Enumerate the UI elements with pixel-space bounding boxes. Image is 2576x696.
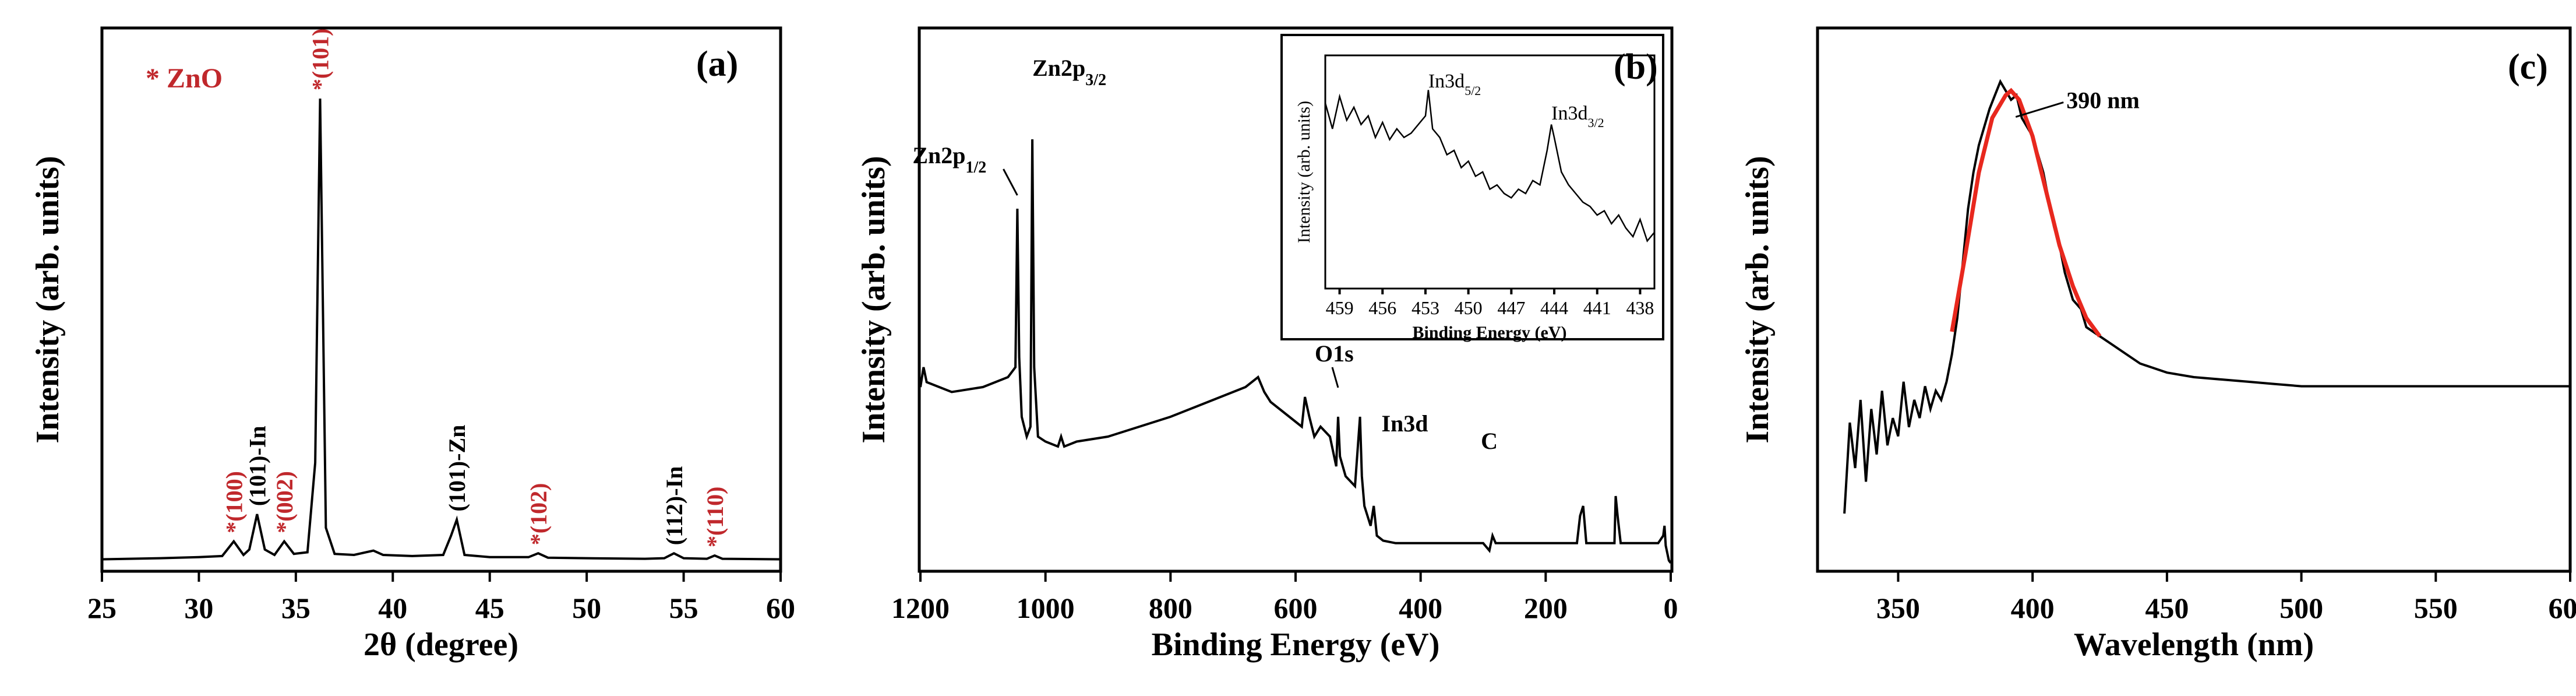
panel-c-y-axis-label: Intensity (arb. units) — [1739, 156, 1776, 443]
panel-a-peak-label-1: (101)-In — [244, 426, 270, 506]
panel-c-x-ticks — [1897, 571, 2571, 582]
panel-b-arrow-zn2p12 — [1003, 168, 1018, 196]
panel-b-letter: (b) — [1614, 47, 1658, 87]
panel-b-peak-annotations: Zn2p3/2 Zn2p1/2 O1s In3d C — [912, 55, 1498, 454]
panel-a-tick-label-25: 25 — [87, 592, 117, 624]
panel-b-inset-x-ticks — [1338, 289, 1642, 294]
panel-a-x-axis-label: 2θ (degree) — [364, 627, 518, 663]
panel-b-y-axis-label: Intensity (arb. units) — [856, 156, 892, 443]
panel-b-xps-series-line — [919, 139, 1672, 564]
panel-a-tick-label-45: 45 — [475, 592, 504, 624]
panel-a-letter: (a) — [696, 44, 738, 84]
panel-b-x-ticks — [919, 571, 1672, 582]
panel-a-peak-labels: *(100)(101)-In *(002) *(101) (101)-Zn *(102)… — [221, 29, 728, 547]
panel-b-inset-annotation-0: In3d5/2 — [1428, 71, 1481, 98]
panel-c-tick-label-400: 400 — [2011, 592, 2055, 624]
panel-c-tick-label-600: 600 — [2549, 592, 2576, 624]
panel-c-tick-label-550: 550 — [2414, 592, 2458, 624]
panel-c-tick-label-350: 350 — [1876, 592, 1920, 624]
panel-a-peak-label-6: (112)-In — [661, 466, 687, 546]
panel-b-inset-y-label: Intensity (arb. units) — [1294, 101, 1314, 243]
panel-c-pl-chart: 350 400 450 500 550 600 390 nm (c) Wavelength… — [1739, 26, 2576, 663]
panel-b-inset-tick-label-450: 450 — [1455, 297, 1483, 318]
panel-a-xrd-chart: 25 30 35 40 45 50 55 60 *(100)(101)-In *(002)*(1… — [30, 26, 795, 663]
panel-b-annotation-4: C — [1481, 428, 1498, 454]
panel-b-annotation-1: Zn2p1/2 — [912, 142, 986, 177]
panel-c-pl-series-line — [1843, 79, 2570, 514]
panel-a-x-ticks — [101, 571, 782, 582]
panel-b-annotation-0: Zn2p3/2 — [1032, 55, 1106, 89]
panel-b-tick-label-800: 800 — [1149, 592, 1192, 624]
panel-a-tick-label-35: 35 — [281, 592, 310, 624]
panel-a-y-axis-label: Intensity (arb. units) — [30, 156, 66, 443]
panel-b-xps-chart: 1200 1000 800 600 400 200 0 Zn2p3/2 Zn2p1/2 O1s I… — [856, 26, 1678, 663]
panel-b-inset-tick-label-444: 444 — [1540, 297, 1568, 318]
panel-b-inset-x-label: Binding Energy (eV) — [1412, 323, 1566, 342]
panel-b-inset-plot-frame — [1324, 54, 1656, 290]
panel-b-tick-label-1200: 1200 — [891, 592, 950, 624]
panel-b-annotation-3: In3d — [1381, 410, 1428, 437]
panel-a-peak-label-0: *(100) — [221, 471, 247, 533]
panel-c-x-axis-label: Wavelength (nm) — [2074, 627, 2314, 663]
panel-a-peak-label-3: *(101) — [307, 29, 333, 91]
panel-b-tick-label-600: 600 — [1274, 592, 1318, 624]
panel-c-tick-label-450: 450 — [2145, 592, 2189, 624]
panel-b-tick-label-1000: 1000 — [1017, 592, 1075, 624]
panel-a-x-tick-labels: 25 30 35 40 45 50 55 60 — [87, 592, 795, 624]
panel-c-x-tick-labels: 350 400 450 500 550 600 — [1876, 592, 2576, 624]
panel-b-inset-x-tick-labels: 459 456 453 450 447 444 441 438 — [1326, 297, 1654, 318]
panel-b-inset-tick-label-459: 459 — [1326, 297, 1354, 318]
panel-b-tick-label-400: 400 — [1399, 592, 1442, 624]
panel-a-xrd-series-line — [101, 99, 781, 561]
panel-a-peak-label-4: (101)-Zn — [444, 425, 470, 512]
panel-a-tick-label-30: 30 — [184, 592, 213, 624]
panel-b-x-tick-labels: 1200 1000 800 600 400 200 0 — [891, 592, 1678, 624]
panel-b-tick-label-200: 200 — [1524, 592, 1568, 624]
panel-c-gaussian-fit-line — [1950, 87, 2102, 338]
panel-b-inset-annotation-1: In3d3/2 — [1551, 103, 1604, 130]
panel-b-inset-tick-label-456: 456 — [1368, 297, 1396, 318]
panel-b-annotation-2: O1s — [1315, 340, 1354, 367]
panel-c-plot-frame — [1816, 26, 2572, 573]
panel-b-arrow-o1s — [1331, 367, 1339, 388]
panel-b-inset-series-line — [1324, 90, 1655, 242]
panel-c-letter: (c) — [2508, 47, 2548, 87]
panel-a-legend-zno: * ZnO — [146, 63, 223, 94]
panel-b-inset-annotations: In3d5/2 In3d3/2 — [1428, 71, 1604, 130]
panel-c-tick-label-500: 500 — [2279, 592, 2323, 624]
panel-b-inset-tick-label-441: 441 — [1583, 297, 1611, 318]
panel-b-inset-tick-label-447: 447 — [1497, 297, 1525, 318]
panel-a-tick-label-60: 60 — [766, 592, 795, 624]
panel-a-peak-label-2: *(002) — [271, 471, 298, 533]
panel-c-peak-arrow — [2015, 101, 2064, 118]
panel-b-inset-tick-label-438: 438 — [1626, 297, 1654, 318]
panel-c-peak-label: 390 nm — [2066, 87, 2140, 114]
panel-a-tick-label-40: 40 — [378, 592, 407, 624]
panel-a-tick-label-55: 55 — [669, 592, 698, 624]
panel-a-peak-label-7: *(110) — [702, 487, 728, 547]
panel-a-tick-label-50: 50 — [572, 592, 601, 624]
panel-b-tick-label-0: 0 — [1664, 592, 1678, 624]
panel-b-x-axis-label: Binding Energy (eV) — [1152, 627, 1440, 663]
panel-b-inset-tick-label-453: 453 — [1411, 297, 1439, 318]
panel-a-plot-frame — [100, 26, 782, 573]
panel-a-peak-label-5: *(102) — [525, 483, 552, 546]
